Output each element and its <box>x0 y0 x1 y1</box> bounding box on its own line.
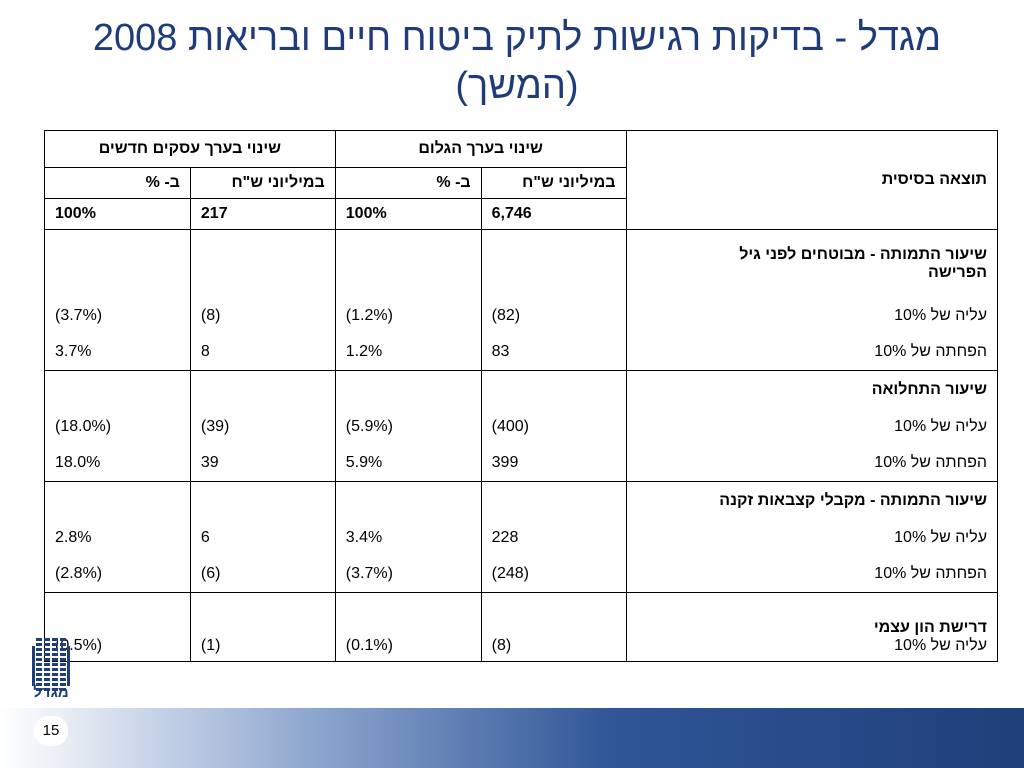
cell-new-millions: (39) <box>189 409 336 445</box>
cell-new-percent: (3.7%) <box>44 298 191 334</box>
cell-new-millions: 8 <box>189 334 336 371</box>
cell-new-percent: (18.0%) <box>44 409 191 445</box>
cell-new-percent: (2.8%) <box>44 556 191 593</box>
row-label: עליה של 10% <box>894 637 987 654</box>
section-heading: שיעור התמותה - מבוטחים לפני גיל הפרישה <box>625 229 999 298</box>
cell-new-millions: (6) <box>189 556 336 593</box>
cell-gross-millions: (8) <box>480 592 627 662</box>
base-gross-millions: 6,746 <box>480 198 627 230</box>
footer-bar <box>0 708 1024 768</box>
header-gross-value: שינוי בערך הגלום <box>334 130 627 168</box>
cell-gross-millions: (248) <box>480 556 627 593</box>
table-row: עליה של 10% (82) (1.2%) (8) (3.7%) <box>44 298 999 334</box>
cell-new-millions: 6 <box>189 520 336 556</box>
section-heading-line1: שיעור התמותה - מבוטחים לפני גיל <box>739 246 987 263</box>
cell-gross-percent: (0.1%) <box>334 592 482 662</box>
row-label: הפחתה של 10% <box>625 334 999 371</box>
cell-gross-millions: 399 <box>480 445 627 482</box>
cell-gross-millions: (82) <box>480 298 627 334</box>
row-label: הפחתה של 10% <box>625 445 999 482</box>
cell-new-millions: 39 <box>189 445 336 482</box>
section-heading-line1: דרישת הון עצמי <box>873 619 987 636</box>
subheader-new-millions: במיליוני ש"ח <box>189 167 336 199</box>
cell-new-millions: (8) <box>189 298 336 334</box>
row-label: עליה של 10% <box>625 409 999 445</box>
cell-gross-percent: 1.2% <box>334 334 482 371</box>
cell-gross-millions: 228 <box>480 520 627 556</box>
row-label: עליה של 10% <box>625 520 999 556</box>
cell-new-millions: (1) <box>189 592 336 662</box>
row-label: הפחתה של 10% <box>625 556 999 593</box>
cell-gross-millions: (400) <box>480 409 627 445</box>
sensitivity-table: תוצאה בסיסית שינוי בערך הגלום שינוי בערך… <box>44 130 999 662</box>
base-new-percent: 100% <box>44 198 191 230</box>
row-label: עליה של 10% <box>625 298 999 334</box>
table-row: הפחתה של 10% 399 5.9% 39 18.0% <box>44 445 999 482</box>
cell-new-percent: 3.7% <box>44 334 191 371</box>
base-result-label: תוצאה בסיסית <box>625 130 999 230</box>
cell-gross-percent: (5.9%) <box>334 409 482 445</box>
page-number: 15 <box>34 716 68 746</box>
section-heading-line2: הפרישה <box>928 264 987 281</box>
cell-new-percent: 18.0% <box>44 445 191 482</box>
slide-title: מגדל - בדיקות רגישות לתיק ביטוח חיים ובר… <box>40 14 994 110</box>
cell-gross-millions: 83 <box>480 334 627 371</box>
header-new-business: שינוי בערך עסקים חדשים <box>44 130 336 168</box>
cell-gross-percent: 3.4% <box>334 520 482 556</box>
table-row: עליה של 10% (400) (5.9%) (39) (18.0%) <box>44 409 999 445</box>
section-heading: שיעור התמותה - מקבלי קצבאות זקנה <box>625 481 999 520</box>
cell-gross-percent: 5.9% <box>334 445 482 482</box>
section-heading: שיעור התחלואה <box>625 370 999 409</box>
cell-new-percent: 2.8% <box>44 520 191 556</box>
subheader-gross-millions: במיליוני ש"ח <box>480 167 627 199</box>
cell-gross-percent: (1.2%) <box>334 298 482 334</box>
table-row: עליה של 10% 228 3.4% 6 2.8% <box>44 520 999 556</box>
table-row: הפחתה של 10% (248) (3.7%) (6) (2.8%) <box>44 556 999 593</box>
subheader-gross-percent: ב- % <box>334 167 482 199</box>
logo-text: מגדל <box>33 684 69 701</box>
cell-gross-percent: (3.7%) <box>334 556 482 593</box>
slide-title-line2: (המשך) <box>455 65 579 107</box>
subheader-new-percent: ב- % <box>44 167 191 199</box>
section-heading: דרישת הון עצמי עליה של 10% <box>625 592 999 662</box>
migdal-tower-logo-icon <box>32 638 70 691</box>
base-new-millions: 217 <box>189 198 336 230</box>
table-row: דרישת הון עצמי עליה של 10% (8) (0.1%) (1… <box>44 592 999 662</box>
base-gross-percent: 100% <box>334 198 482 230</box>
table-row: הפחתה של 10% 83 1.2% 8 3.7% <box>44 334 999 371</box>
slide-title-line1: מגדל - בדיקות רגישות לתיק ביטוח חיים ובר… <box>92 17 942 59</box>
